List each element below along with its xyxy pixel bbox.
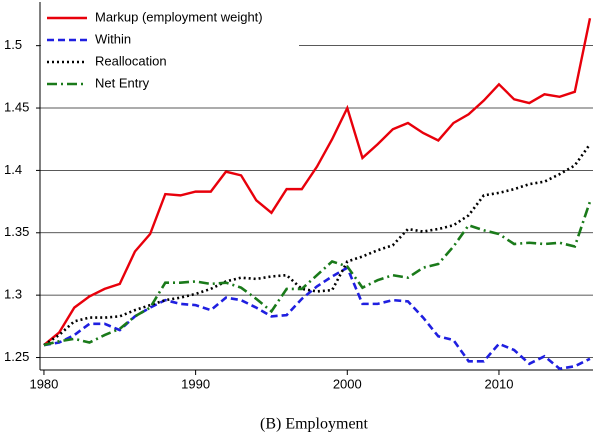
x-tick-label: 1990 [181,376,210,391]
x-tick-label: 2000 [333,376,362,391]
y-tick-label: 1.35 [4,224,29,239]
y-tick-label: 1.45 [4,99,29,114]
y-tick-label: 1.25 [4,349,29,364]
y-tick-label: 1.3 [4,287,22,302]
y-tick-label: 1.5 [4,37,22,52]
line [43,143,592,347]
x-tick-label: 2010 [485,376,514,391]
line [43,201,592,347]
y-tick-label: 1.4 [4,162,22,177]
legend-label: Markup (employment weight) [95,9,263,24]
caption: (B) Employment [260,416,369,433]
legend-label: Reallocation [95,53,167,68]
line [43,265,591,371]
legend-label: Net Entry [95,75,150,90]
line [43,17,592,346]
legend-label: Within [95,31,131,46]
x-tick-label: 1980 [29,376,58,391]
